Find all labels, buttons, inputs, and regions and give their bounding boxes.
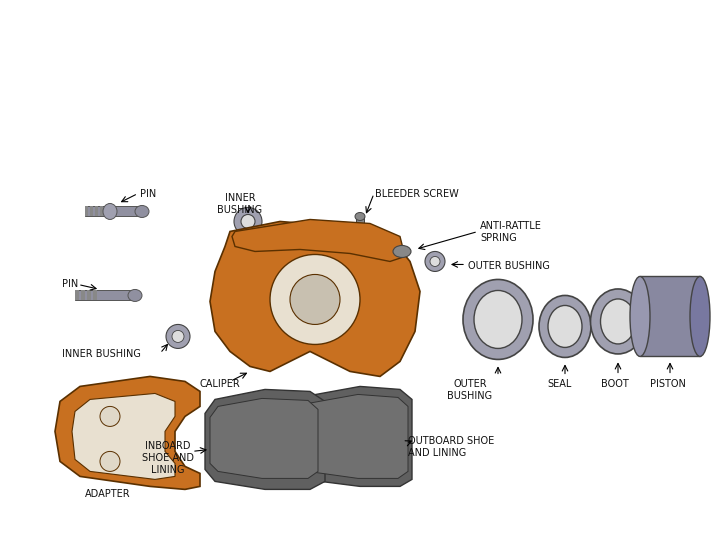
- Text: Automotive Brake Systems, 7e: Automotive Brake Systems, 7e: [155, 502, 306, 512]
- Ellipse shape: [355, 212, 365, 220]
- Text: James D. Halderman: James D. Halderman: [155, 523, 255, 533]
- Ellipse shape: [166, 325, 190, 348]
- Text: OUTBOARD SHOE
AND LINING: OUTBOARD SHOE AND LINING: [408, 436, 494, 458]
- Text: constructed of EPDM rubber.: constructed of EPDM rubber.: [201, 106, 519, 126]
- Text: BLEEDER SCREW: BLEEDER SCREW: [375, 190, 459, 199]
- Text: Exploded view of a typical disc brake: Exploded view of a typical disc brake: [191, 22, 611, 42]
- Bar: [95, 206, 98, 217]
- Text: ALWAYS LEARNING: ALWAYS LEARNING: [14, 503, 117, 514]
- Bar: [93, 291, 97, 300]
- Circle shape: [100, 451, 120, 471]
- Ellipse shape: [463, 280, 533, 360]
- Text: PIN: PIN: [140, 190, 156, 199]
- Text: OUTER
BUSHING: OUTER BUSHING: [447, 380, 492, 401]
- Text: ANTI-RATTLE
SPRING: ANTI-RATTLE SPRING: [480, 221, 542, 243]
- Ellipse shape: [690, 276, 710, 356]
- Circle shape: [290, 274, 340, 325]
- Ellipse shape: [234, 207, 262, 235]
- Text: PEARSON: PEARSON: [631, 503, 706, 517]
- Text: OUTER BUSHING: OUTER BUSHING: [468, 261, 550, 272]
- Ellipse shape: [548, 306, 582, 347]
- Polygon shape: [210, 399, 318, 478]
- Bar: [85, 206, 140, 217]
- Ellipse shape: [539, 295, 591, 357]
- Bar: [640, 276, 700, 356]
- Ellipse shape: [241, 214, 255, 228]
- Ellipse shape: [630, 276, 650, 356]
- Bar: [81, 291, 85, 300]
- Text: FIGURE 7. 11: FIGURE 7. 11: [29, 22, 191, 42]
- Text: All Rights Reserved: All Rights Reserved: [432, 523, 527, 533]
- Polygon shape: [232, 219, 405, 261]
- Ellipse shape: [425, 252, 445, 272]
- Circle shape: [100, 407, 120, 427]
- Ellipse shape: [600, 299, 636, 344]
- Text: INBOARD
SHOE AND
LINING: INBOARD SHOE AND LINING: [142, 441, 194, 475]
- Bar: [87, 291, 91, 300]
- Polygon shape: [210, 221, 420, 376]
- Polygon shape: [298, 394, 408, 478]
- Ellipse shape: [590, 289, 646, 354]
- Polygon shape: [55, 376, 200, 489]
- Bar: [100, 206, 103, 217]
- Text: ADAPTER: ADAPTER: [85, 489, 131, 500]
- Polygon shape: [295, 387, 412, 487]
- Text: CALIPER: CALIPER: [200, 380, 240, 389]
- Text: BOOT: BOOT: [601, 380, 629, 389]
- Text: caliper. Both the caliper seal and dust boot are: caliper. Both the caliper seal and dust …: [99, 64, 621, 84]
- Bar: [90, 206, 93, 217]
- Bar: [75, 291, 79, 300]
- Bar: [75, 291, 133, 300]
- Ellipse shape: [474, 291, 522, 348]
- Ellipse shape: [393, 246, 411, 258]
- Bar: [85, 206, 88, 217]
- Text: INNER
BUSHING: INNER BUSHING: [217, 193, 263, 215]
- Polygon shape: [72, 394, 175, 480]
- Ellipse shape: [135, 206, 149, 218]
- Circle shape: [270, 254, 360, 345]
- Ellipse shape: [128, 289, 142, 301]
- Text: PISTON: PISTON: [650, 380, 686, 389]
- Text: INNER BUSHING: INNER BUSHING: [62, 349, 141, 360]
- Ellipse shape: [430, 256, 440, 266]
- Text: PIN: PIN: [62, 280, 78, 289]
- Ellipse shape: [103, 204, 117, 219]
- Text: SEAL: SEAL: [548, 380, 572, 389]
- Polygon shape: [205, 389, 325, 489]
- Text: Copyright © 2017 by Pearson Education, Inc.: Copyright © 2017 by Pearson Education, I…: [432, 502, 653, 512]
- Bar: [356, 217, 364, 237]
- Ellipse shape: [172, 330, 184, 342]
